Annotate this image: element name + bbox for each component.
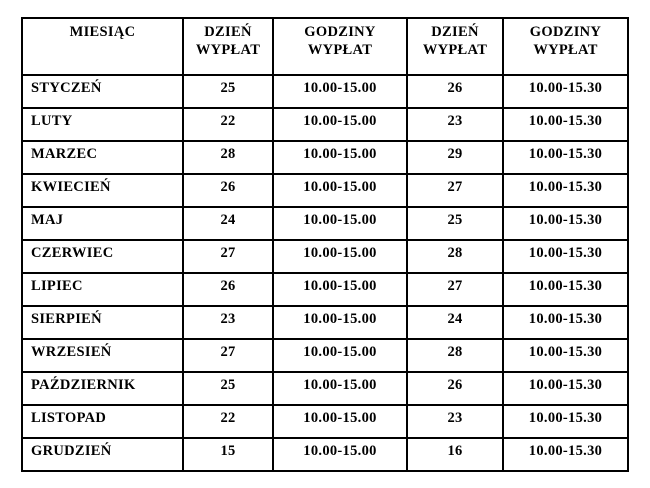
payout-hours-1-cell: 10.00-15.00 xyxy=(272,74,408,109)
month-cell: PAŹDZIERNIK xyxy=(21,371,184,406)
payout-day-2-cell: 23 xyxy=(406,404,504,439)
payout-day-1-cell: 25 xyxy=(182,74,274,109)
payout-day-1-cell: 27 xyxy=(182,338,274,373)
payout-hours-2-cell: 10.00-15.30 xyxy=(502,305,629,340)
month-cell: LISTOPAD xyxy=(21,404,184,439)
payout-day-2-cell: 23 xyxy=(406,107,504,142)
month-cell: MARZEC xyxy=(21,140,184,175)
month-cell: KWIECIEŃ xyxy=(21,173,184,208)
payout-hours-2-cell: 10.00-15.30 xyxy=(502,107,629,142)
month-cell: GRUDZIEŃ xyxy=(21,437,184,472)
table-row: MARZEC 28 10.00-15.00 29 10.00-15.30 xyxy=(21,140,629,175)
table-row: KWIECIEŃ 26 10.00-15.00 27 10.00-15.30 xyxy=(21,173,629,208)
table-row: SIERPIEŃ 23 10.00-15.00 24 10.00-15.30 xyxy=(21,305,629,340)
header-payout-day-1: DZIEŃ WYPŁAT xyxy=(182,17,274,76)
month-cell: MAJ xyxy=(21,206,184,241)
payout-schedule-table: MIESIĄC DZIEŃ WYPŁAT GODZINY WYPŁAT DZIE… xyxy=(21,17,629,472)
payout-hours-2-cell: 10.00-15.30 xyxy=(502,371,629,406)
payout-day-1-cell: 15 xyxy=(182,437,274,472)
payout-hours-1-cell: 10.00-15.00 xyxy=(272,140,408,175)
payout-hours-2-cell: 10.00-15.30 xyxy=(502,272,629,307)
payout-day-1-cell: 25 xyxy=(182,371,274,406)
payout-day-2-cell: 27 xyxy=(406,173,504,208)
table-row: LISTOPAD 22 10.00-15.00 23 10.00-15.30 xyxy=(21,404,629,439)
payout-hours-2-cell: 10.00-15.30 xyxy=(502,140,629,175)
payout-hours-1-cell: 10.00-15.00 xyxy=(272,371,408,406)
payout-day-2-cell: 26 xyxy=(406,74,504,109)
month-cell: LUTY xyxy=(21,107,184,142)
payout-day-1-cell: 26 xyxy=(182,173,274,208)
payout-hours-1-cell: 10.00-15.00 xyxy=(272,272,408,307)
table-row: LUTY 22 10.00-15.00 23 10.00-15.30 xyxy=(21,107,629,142)
table-row: PAŹDZIERNIK 25 10.00-15.00 26 10.00-15.30 xyxy=(21,371,629,406)
table-row: STYCZEŃ 25 10.00-15.00 26 10.00-15.30 xyxy=(21,74,629,109)
payout-day-1-cell: 22 xyxy=(182,107,274,142)
payout-day-2-cell: 29 xyxy=(406,140,504,175)
table-row: WRZESIEŃ 27 10.00-15.00 28 10.00-15.30 xyxy=(21,338,629,373)
month-cell: WRZESIEŃ xyxy=(21,338,184,373)
payout-day-1-cell: 22 xyxy=(182,404,274,439)
payout-hours-2-cell: 10.00-15.30 xyxy=(502,338,629,373)
payout-day-2-cell: 27 xyxy=(406,272,504,307)
header-payout-hours-1: GODZINY WYPŁAT xyxy=(272,17,408,76)
payout-hours-1-cell: 10.00-15.00 xyxy=(272,437,408,472)
header-payout-day-2: DZIEŃ WYPŁAT xyxy=(406,17,504,76)
payout-day-2-cell: 28 xyxy=(406,239,504,274)
payout-day-1-cell: 27 xyxy=(182,239,274,274)
header-row: MIESIĄC DZIEŃ WYPŁAT GODZINY WYPŁAT DZIE… xyxy=(21,17,629,76)
payout-day-1-cell: 24 xyxy=(182,206,274,241)
payout-hours-1-cell: 10.00-15.00 xyxy=(272,173,408,208)
month-cell: CZERWIEC xyxy=(21,239,184,274)
payout-hours-1-cell: 10.00-15.00 xyxy=(272,239,408,274)
payout-day-1-cell: 26 xyxy=(182,272,274,307)
table-row: CZERWIEC 27 10.00-15.00 28 10.00-15.30 xyxy=(21,239,629,274)
payout-hours-1-cell: 10.00-15.00 xyxy=(272,404,408,439)
table-row: MAJ 24 10.00-15.00 25 10.00-15.30 xyxy=(21,206,629,241)
payout-day-2-cell: 28 xyxy=(406,338,504,373)
payout-hours-1-cell: 10.00-15.00 xyxy=(272,107,408,142)
payout-hours-1-cell: 10.00-15.00 xyxy=(272,206,408,241)
payout-day-2-cell: 26 xyxy=(406,371,504,406)
payout-hours-2-cell: 10.00-15.30 xyxy=(502,404,629,439)
month-cell: STYCZEŃ xyxy=(21,74,184,109)
table-row: LIPIEC 26 10.00-15.00 27 10.00-15.30 xyxy=(21,272,629,307)
table-body: STYCZEŃ 25 10.00-15.00 26 10.00-15.30 LUTY 22 1… xyxy=(21,74,629,472)
month-cell: SIERPIEŃ xyxy=(21,305,184,340)
payout-day-2-cell: 24 xyxy=(406,305,504,340)
payout-hours-1-cell: 10.00-15.00 xyxy=(272,338,408,373)
payout-day-2-cell: 25 xyxy=(406,206,504,241)
payout-hours-2-cell: 10.00-15.30 xyxy=(502,239,629,274)
payout-hours-2-cell: 10.00-15.30 xyxy=(502,74,629,109)
payout-hours-1-cell: 10.00-15.00 xyxy=(272,305,408,340)
payout-hours-2-cell: 10.00-15.30 xyxy=(502,206,629,241)
table-row: GRUDZIEŃ 15 10.00-15.00 16 10.00-15.30 xyxy=(21,437,629,472)
month-cell: LIPIEC xyxy=(21,272,184,307)
header-month: MIESIĄC xyxy=(21,17,184,76)
table-wrapper: MIESIĄC DZIEŃ WYPŁAT GODZINY WYPŁAT DZIE… xyxy=(21,17,629,472)
payout-hours-2-cell: 10.00-15.30 xyxy=(502,437,629,472)
header-payout-hours-2: GODZINY WYPŁAT xyxy=(502,17,629,76)
payout-day-2-cell: 16 xyxy=(406,437,504,472)
payout-day-1-cell: 23 xyxy=(182,305,274,340)
payout-hours-2-cell: 10.00-15.30 xyxy=(502,173,629,208)
payout-day-1-cell: 28 xyxy=(182,140,274,175)
